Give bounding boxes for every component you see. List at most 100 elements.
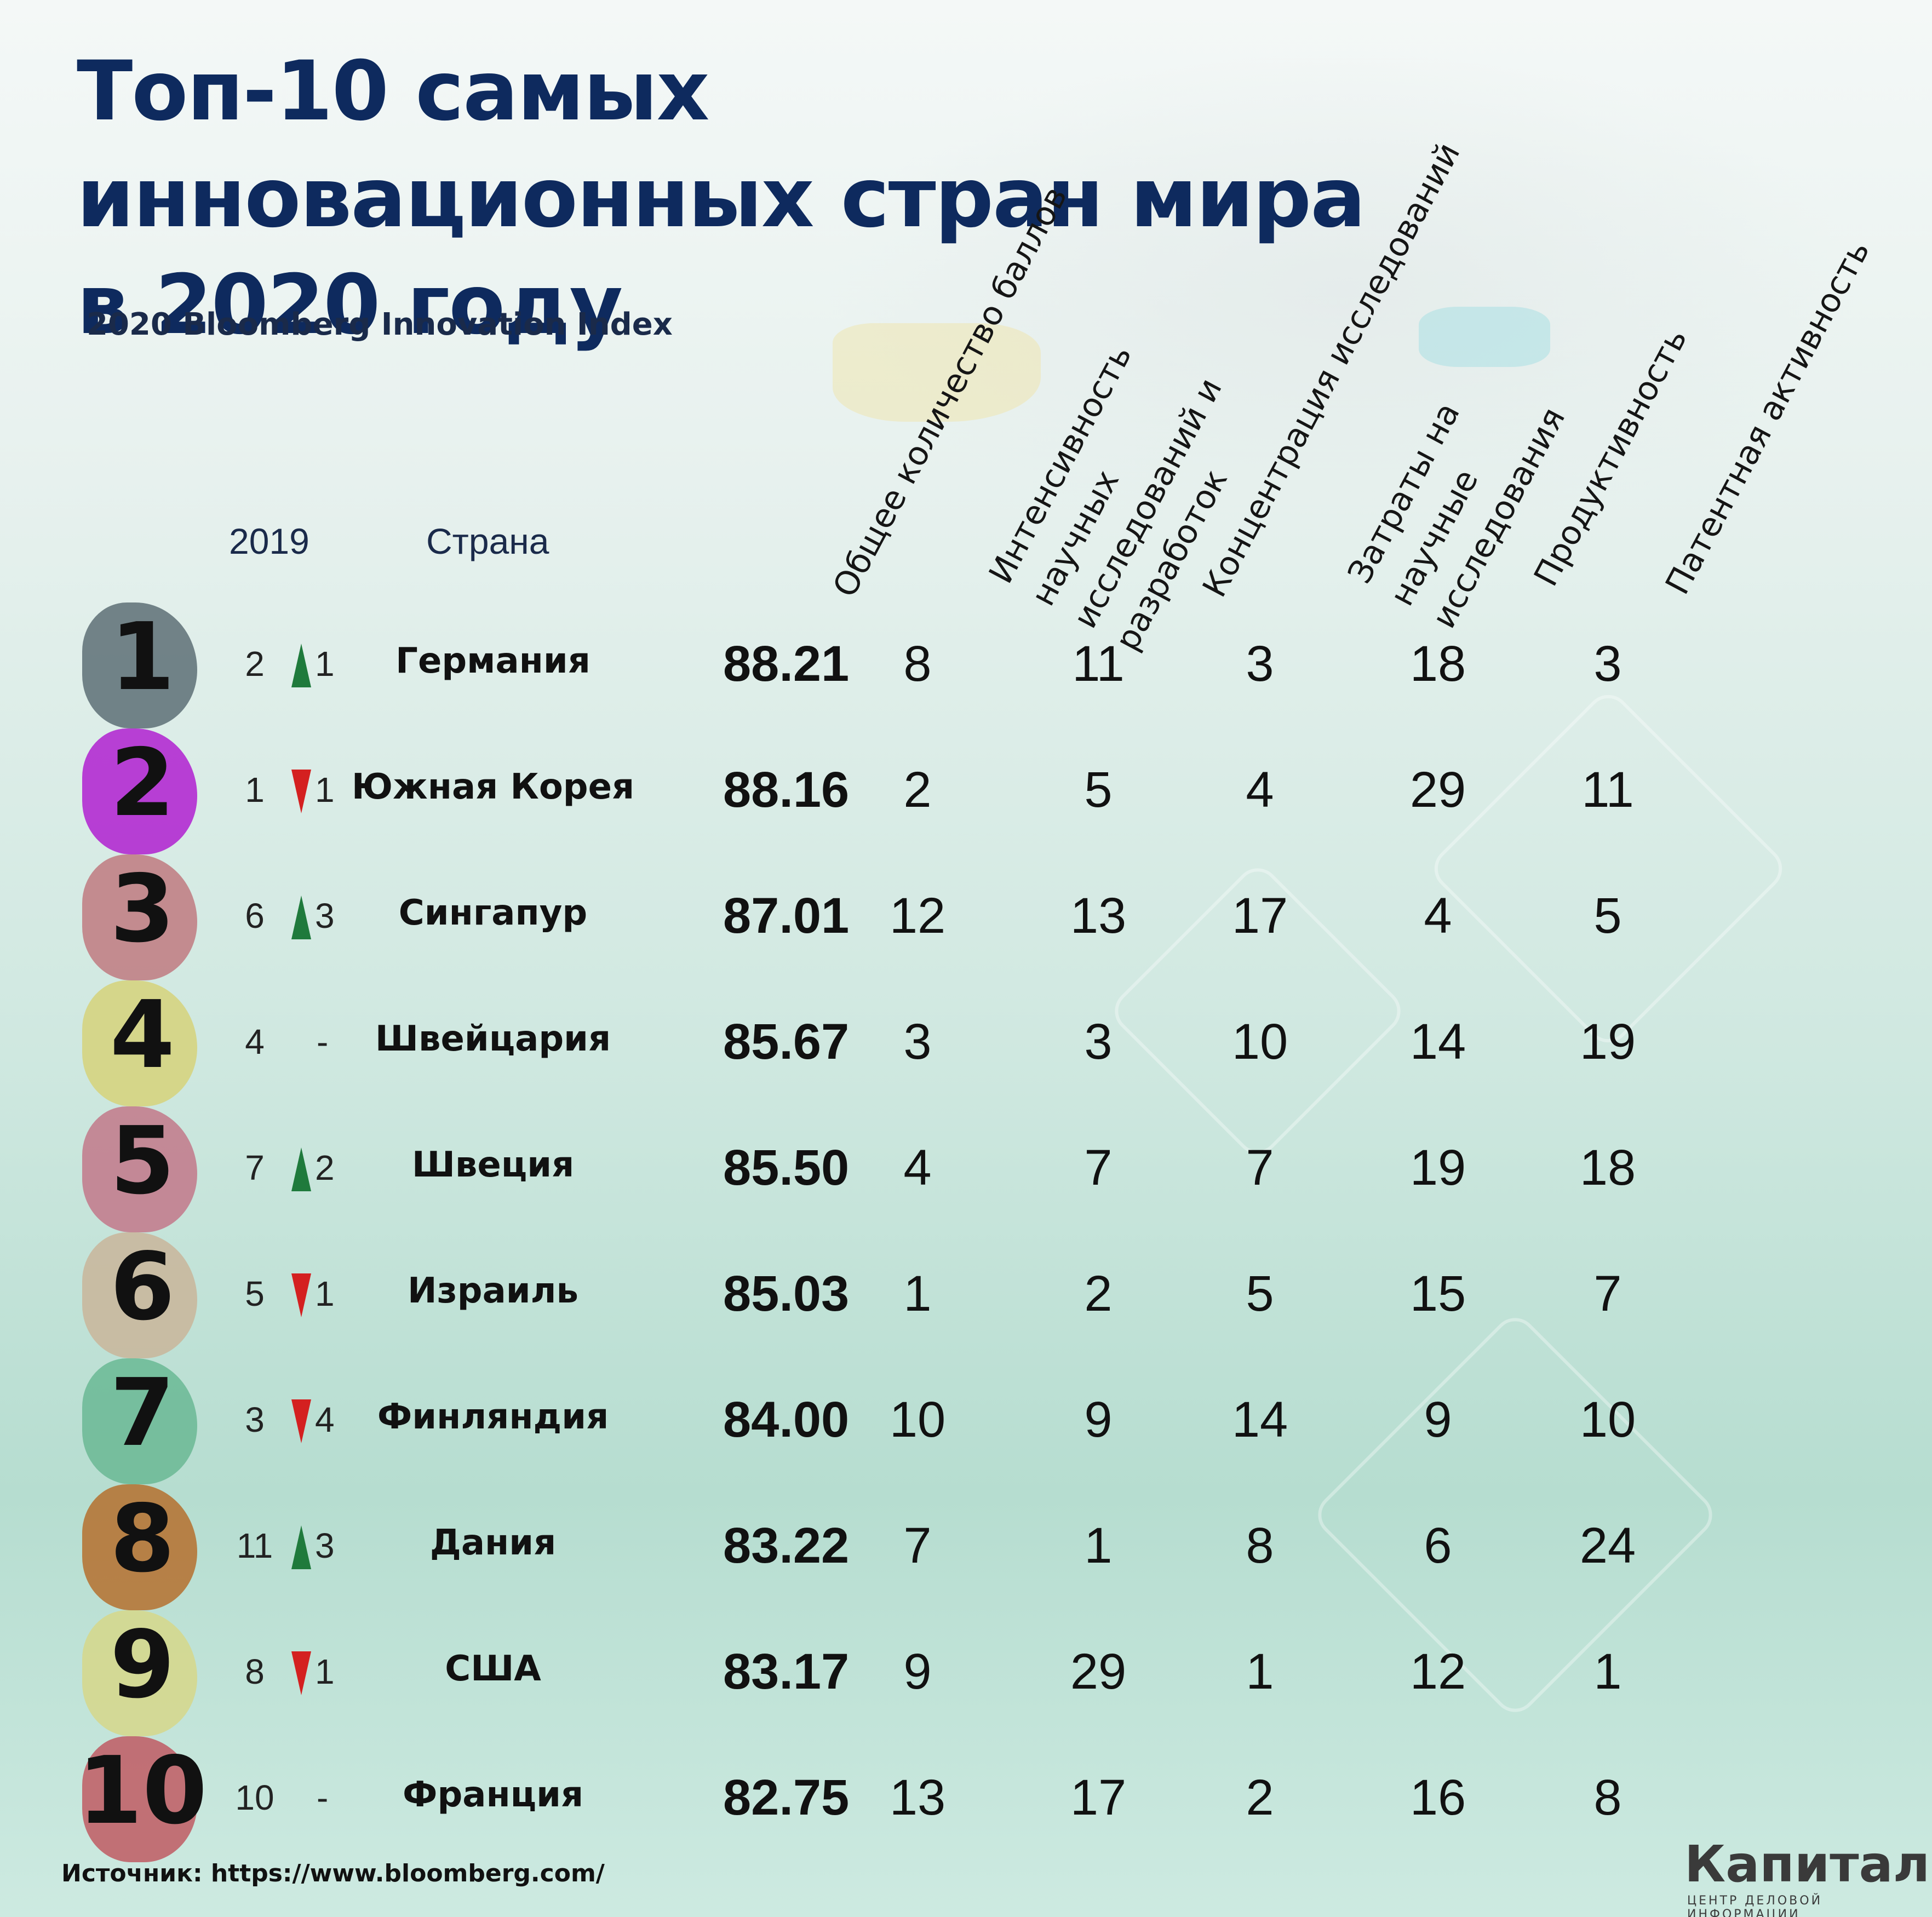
rank-2019: 6 bbox=[245, 896, 265, 935]
rank-2019: 5 bbox=[245, 1274, 265, 1313]
country-name: Швейцария bbox=[375, 1019, 611, 1059]
metric-value: 2 bbox=[1084, 1266, 1113, 1322]
rank-number: 4 bbox=[110, 981, 175, 1089]
total-score: 83.22 bbox=[723, 1518, 850, 1574]
country-shape-icon bbox=[82, 854, 197, 980]
metric-value: 15 bbox=[1409, 1266, 1466, 1322]
metric-value: 7 bbox=[1084, 1140, 1113, 1196]
rank-change: 1 bbox=[315, 770, 335, 810]
metric-value: 7 bbox=[903, 1518, 932, 1574]
country-name: Южная Корея bbox=[351, 767, 635, 807]
header-2019: 2019 bbox=[229, 521, 309, 561]
rank-2019: 11 bbox=[236, 1526, 273, 1565]
country-shape-icon bbox=[82, 1232, 197, 1358]
metric-value: 10 bbox=[1579, 1392, 1636, 1448]
rank-2019: 4 bbox=[245, 1022, 265, 1061]
metric-value: 2 bbox=[1246, 1770, 1274, 1826]
rank-number: 7 bbox=[110, 1359, 175, 1467]
rank-number: 2 bbox=[110, 729, 175, 837]
country-name: Израиль bbox=[408, 1271, 578, 1311]
logo-tagline: ЦЕНТР ДЕЛОВОЙ ИНФОРМАЦИИ bbox=[1687, 1894, 1823, 1917]
metric-value: 8 bbox=[903, 636, 932, 692]
rank-down-icon bbox=[291, 770, 311, 813]
total-score: 85.03 bbox=[723, 1266, 850, 1322]
metric-value: 10 bbox=[889, 1392, 946, 1448]
rank-number: 1 bbox=[110, 603, 175, 711]
rank-change: 3 bbox=[315, 1526, 335, 1565]
metric-value: 11 bbox=[1072, 636, 1125, 692]
rank-change: - bbox=[317, 1778, 329, 1817]
total-score: 84.00 bbox=[723, 1392, 850, 1448]
rank-2019: 8 bbox=[245, 1652, 265, 1691]
metric-value: 4 bbox=[1424, 888, 1452, 944]
rank-change: 4 bbox=[315, 1400, 335, 1439]
metric-value: 14 bbox=[1231, 1392, 1288, 1448]
metric-value: 3 bbox=[1246, 636, 1274, 692]
circuit-decoration bbox=[1425, 686, 1791, 1052]
metric-value: 9 bbox=[903, 1644, 932, 1700]
country-shape-icon bbox=[82, 728, 197, 854]
country-shape-icon bbox=[82, 1736, 197, 1862]
metric-value: 3 bbox=[903, 1014, 932, 1070]
logo: Капитал bbox=[1684, 1835, 1930, 1893]
total-score: 85.50 bbox=[723, 1140, 850, 1196]
rank-number: 8 bbox=[110, 1485, 175, 1593]
country-name: Финляндия bbox=[377, 1397, 609, 1437]
rank-up-icon bbox=[291, 896, 311, 939]
rank-2019: 10 bbox=[235, 1778, 274, 1817]
rank-2019: 1 bbox=[245, 770, 265, 810]
metric-value: 14 bbox=[1409, 1014, 1466, 1070]
metric-value: 7 bbox=[1246, 1140, 1274, 1196]
rank-number: 3 bbox=[110, 855, 175, 963]
metric-value: 29 bbox=[1070, 1644, 1127, 1700]
metric-value: 5 bbox=[1246, 1266, 1274, 1322]
country-shape-icon bbox=[82, 1106, 197, 1232]
country-name: Сингапур bbox=[398, 893, 588, 933]
rank-change: 1 bbox=[315, 644, 335, 684]
metric-value: 1 bbox=[1593, 1644, 1622, 1700]
total-score: 82.75 bbox=[723, 1770, 850, 1826]
metric-value: 19 bbox=[1409, 1140, 1466, 1196]
total-score: 88.16 bbox=[723, 762, 850, 818]
source-note: Источник: https://www.bloomberg.com/ bbox=[61, 1859, 605, 1887]
total-score: 88.21 bbox=[723, 636, 850, 692]
total-score: 83.17 bbox=[723, 1644, 850, 1700]
country-shape-icon bbox=[82, 1358, 197, 1484]
rank-2019: 2 bbox=[245, 644, 265, 684]
subtitle: 2020 Bloomberg Innovation Index bbox=[87, 307, 673, 342]
metric-value: 18 bbox=[1579, 1140, 1636, 1196]
metric-value: 8 bbox=[1593, 1770, 1622, 1826]
metric-value: 13 bbox=[889, 1770, 946, 1826]
country-name: Франция bbox=[402, 1775, 584, 1815]
metric-value: 1 bbox=[1246, 1644, 1274, 1700]
metric-value: 18 bbox=[1409, 636, 1466, 692]
metric-value: 5 bbox=[1593, 888, 1622, 944]
rank-number: 9 bbox=[110, 1611, 175, 1719]
metric-value: 17 bbox=[1231, 888, 1288, 944]
rank-number: 5 bbox=[110, 1107, 175, 1215]
rank-down-icon bbox=[291, 1651, 311, 1695]
country-name: Дания bbox=[429, 1523, 557, 1563]
metric-value: 24 bbox=[1579, 1518, 1636, 1574]
rank-change: 2 bbox=[315, 1148, 335, 1187]
metric-value: 4 bbox=[903, 1140, 932, 1196]
country-shape-icon bbox=[82, 1484, 197, 1610]
country-name: Германия bbox=[395, 641, 591, 681]
rank-number: 6 bbox=[110, 1233, 175, 1341]
country-shape-icon bbox=[82, 602, 197, 728]
rank-up-icon bbox=[291, 1147, 311, 1191]
page-title: Топ-10 самых инновационных стран мира в … bbox=[77, 44, 1366, 353]
rank-change: - bbox=[317, 1022, 329, 1061]
country-shape-icon bbox=[82, 1610, 197, 1736]
metric-value: 6 bbox=[1424, 1518, 1452, 1574]
background-map-decoration bbox=[822, 44, 1862, 537]
metric-value: 19 bbox=[1579, 1014, 1636, 1070]
rank-2019: 3 bbox=[245, 1400, 265, 1439]
metric-value: 1 bbox=[903, 1266, 932, 1322]
metric-value: 3 bbox=[1593, 636, 1622, 692]
metric-value: 29 bbox=[1409, 762, 1466, 818]
rank-up-icon bbox=[291, 644, 311, 687]
total-score: 87.01 bbox=[723, 888, 850, 944]
country-name: Швеция bbox=[411, 1145, 575, 1185]
rank-change: 1 bbox=[315, 1274, 335, 1313]
